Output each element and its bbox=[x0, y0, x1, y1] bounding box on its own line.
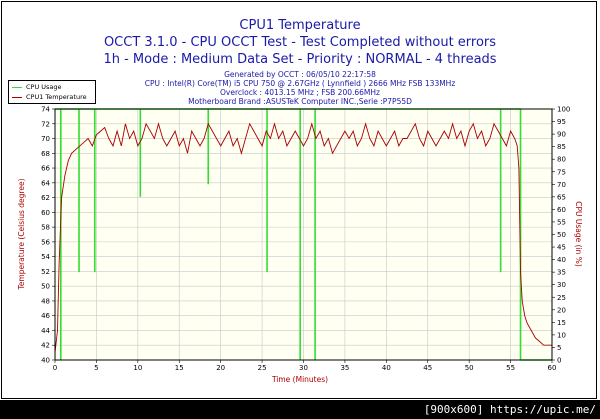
y2-tick-label: 45 bbox=[557, 244, 566, 252]
legend-item-cpu1-temperature: CPU1 Temperature bbox=[12, 92, 87, 102]
info-overclock: Overclock : 4013.15 MHz ; FSB 200.66MHz bbox=[220, 88, 380, 97]
y-tick-label: 70 bbox=[41, 135, 50, 143]
y2-tick-label: 25 bbox=[557, 294, 566, 302]
y-tick-label: 40 bbox=[41, 357, 50, 365]
cpu1-temperature-series bbox=[54, 122, 552, 353]
x-tick-label: 50 bbox=[465, 364, 474, 372]
x-tick-label: 5 bbox=[94, 364, 98, 372]
y-tick-label: 72 bbox=[41, 120, 50, 128]
info-generated: Generated by OCCT : 06/05/10 22:17:58 bbox=[224, 70, 376, 79]
chart-subtitle-1: OCCT 3.1.0 - CPU OCCT Test - Test Comple… bbox=[103, 35, 497, 50]
y2-tick-label: 40 bbox=[557, 256, 566, 264]
y2-tick-label: 65 bbox=[557, 193, 566, 201]
y-tick-label: 58 bbox=[41, 224, 50, 232]
y-tick-label: 54 bbox=[41, 253, 50, 261]
x-tick-label: 15 bbox=[175, 364, 184, 372]
x-tick-label: 60 bbox=[548, 364, 557, 372]
y-tick-label: 46 bbox=[41, 312, 50, 320]
y2-tick-label: 0 bbox=[557, 357, 561, 365]
y2-tick-label: 100 bbox=[557, 106, 570, 114]
info-motherboard: Motherboard Brand :ASUSTeK Computer INC.… bbox=[188, 97, 412, 106]
y-axis-label: Temperature (Celsius degree) bbox=[17, 178, 26, 290]
x-tick-label: 20 bbox=[216, 364, 225, 372]
y2-tick-label: 80 bbox=[557, 156, 566, 164]
y-tick-label: 64 bbox=[41, 179, 50, 187]
y-tick-label: 56 bbox=[41, 238, 50, 246]
x-tick-label: 35 bbox=[340, 364, 349, 372]
y2-tick-label: 10 bbox=[557, 331, 566, 339]
x-tick-label: 55 bbox=[506, 364, 515, 372]
y-tick-label: 66 bbox=[41, 165, 50, 173]
axes: 0 5 10 15 20 25 30 35 40 45 50 55 604042444648505254… bbox=[41, 106, 570, 373]
cpu1-temperature-line bbox=[54, 122, 552, 353]
y2-tick-label: 70 bbox=[557, 181, 566, 189]
x-axis-label: Time (Minutes) bbox=[271, 375, 328, 384]
x-tick-label: 40 bbox=[382, 364, 391, 372]
chart-subtitle-2: 1h - Mode : Medium Data Set - Priority :… bbox=[103, 52, 497, 67]
legend-label-cpu1-temperature: CPU1 Temperature bbox=[26, 93, 87, 101]
x-tick-label: 30 bbox=[299, 364, 308, 372]
legend-label-cpu-usage: CPU Usage bbox=[26, 83, 62, 91]
y2-tick-label: 5 bbox=[557, 344, 561, 352]
chart-svg: 0 5 10 15 20 25 30 35 40 45 50 55 604042444648505254… bbox=[17, 106, 583, 385]
y2-tick-label: 20 bbox=[557, 306, 566, 314]
y-tick-label: 42 bbox=[41, 342, 50, 350]
footer-bar bbox=[0, 400, 600, 419]
y2-tick-label: 30 bbox=[557, 281, 566, 289]
y-tick-label: 52 bbox=[41, 268, 50, 276]
y2-tick-label: 95 bbox=[557, 118, 566, 126]
y-tick-label: 68 bbox=[41, 150, 50, 158]
y2-tick-label: 60 bbox=[557, 206, 566, 214]
x-tick-label: 45 bbox=[423, 364, 432, 372]
grid bbox=[55, 109, 552, 360]
y2-tick-label: 75 bbox=[557, 168, 566, 176]
y-tick-label: 48 bbox=[41, 297, 50, 305]
y2-tick-label: 85 bbox=[557, 143, 566, 151]
y2-tick-label: 35 bbox=[557, 269, 566, 277]
legend: CPU Usage CPU1 Temperature bbox=[8, 80, 96, 104]
chart-title: CPU1 Temperature bbox=[239, 18, 361, 33]
y-tick-label: 44 bbox=[41, 327, 50, 335]
watermark: [900x600] https://upic.me/ bbox=[423, 403, 596, 416]
y-tick-label: 60 bbox=[41, 209, 50, 217]
legend-swatch-cpu-usage bbox=[12, 86, 22, 88]
x-tick-label: 0 bbox=[53, 364, 57, 372]
y-tick-label: 62 bbox=[41, 194, 50, 202]
y2-axis-label: CPU Usage (in %) bbox=[574, 201, 583, 267]
x-tick-label: 10 bbox=[133, 364, 142, 372]
y-tick-label: 74 bbox=[41, 106, 50, 114]
x-tick-label: 25 bbox=[258, 364, 267, 372]
legend-swatch-cpu1-temperature bbox=[12, 96, 22, 98]
y2-tick-label: 15 bbox=[557, 319, 566, 327]
y2-tick-label: 90 bbox=[557, 131, 566, 139]
y2-tick-label: 55 bbox=[557, 218, 566, 226]
y2-tick-label: 50 bbox=[557, 231, 566, 239]
legend-item-cpu-usage: CPU Usage bbox=[12, 82, 62, 92]
y-tick-label: 50 bbox=[41, 283, 50, 291]
info-cpu: CPU : Intel(R) Core(TM) i5 CPU 750 @ 2.6… bbox=[144, 79, 456, 88]
